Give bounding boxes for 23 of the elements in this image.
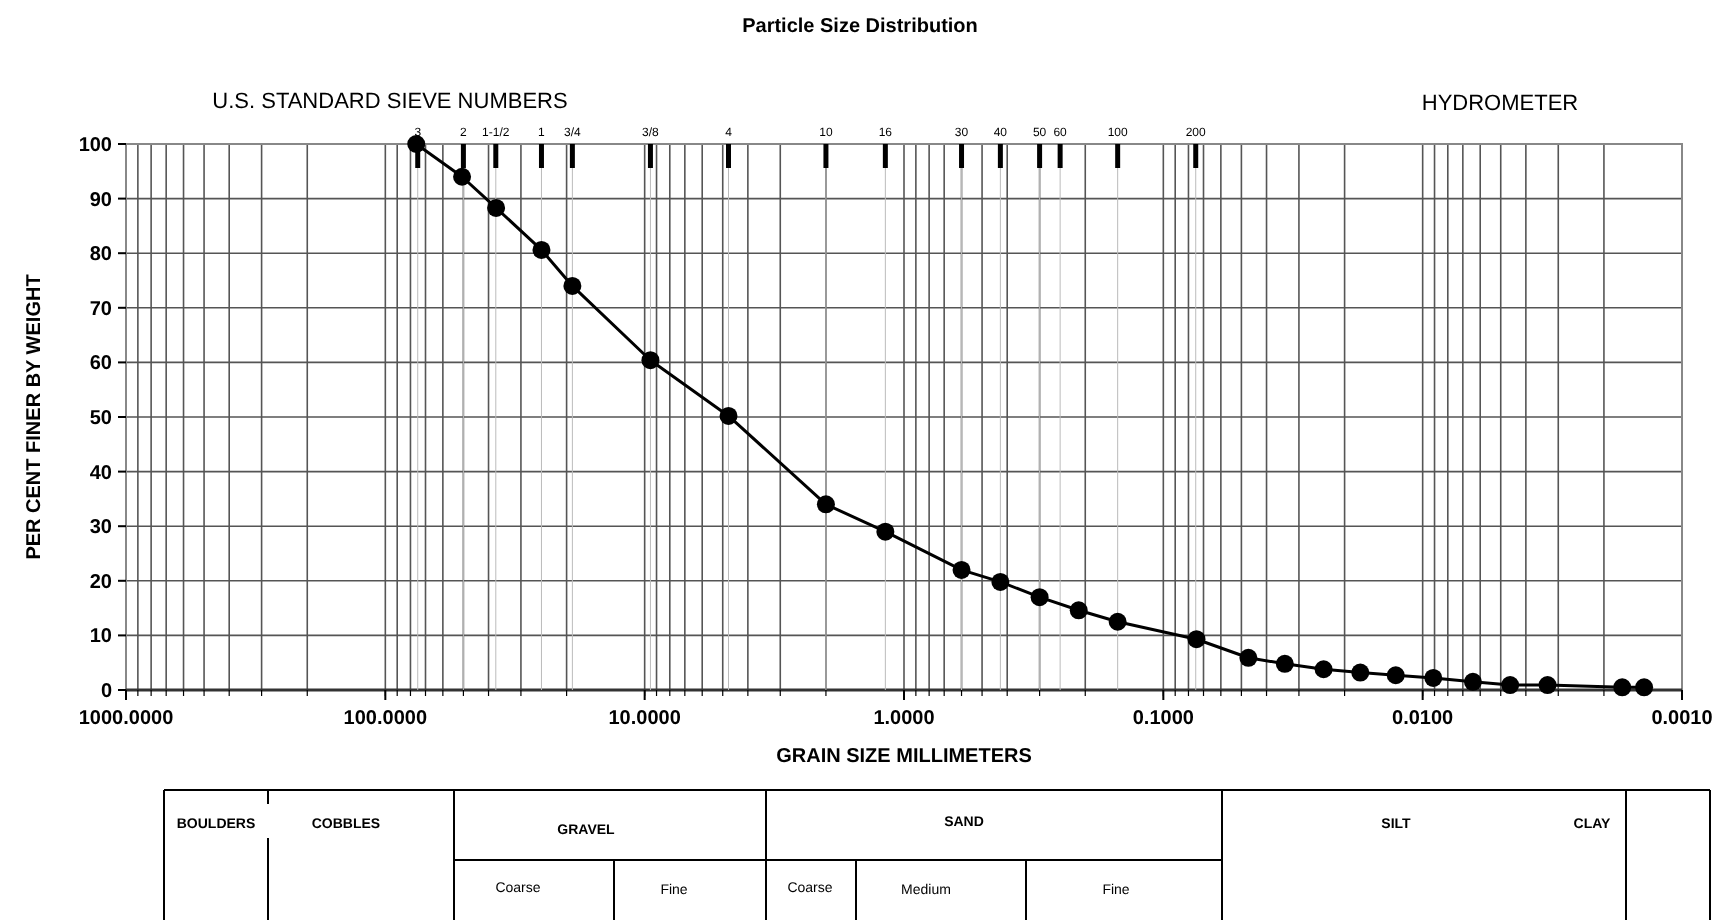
y-tick-label: 70 [89,298,113,321]
y-tick-label: 10 [89,626,113,649]
y-tick-label: 100 [78,135,113,157]
y-tick-label: 90 [89,189,113,212]
x-tick-label: 10.0000 [608,708,682,730]
x-tick-label: 0.0010 [1651,708,1714,730]
x-tick-label: 1000.0000 [78,708,175,730]
y-tick-label: 20 [89,571,113,594]
x-tick-label: 100.0000 [343,708,428,730]
x-axis-title: GRAIN SIZE MILLIMETERS [776,746,1033,768]
y-axis-title: PER CENT FINER BY WEIGHT [24,274,46,560]
chart-title: Particle Size Distribution [742,16,978,38]
x-tick-label: 1.0000 [873,708,936,730]
y-tick-label: 80 [89,244,113,267]
y-tick-label: 0 [100,681,113,703]
y-tick-label: 40 [89,462,113,485]
text: U.S. STANDARD SIEVE NUMBERS [212,90,568,114]
text: HYDROMETER [1421,92,1579,116]
y-tick-label: 50 [89,408,113,430]
y-tick-label: 60 [89,353,113,376]
x-tick-label: 0.1000 [1132,708,1195,730]
x-tick-label: 0.0100 [1392,708,1455,730]
y-tick-label: 30 [89,517,113,540]
